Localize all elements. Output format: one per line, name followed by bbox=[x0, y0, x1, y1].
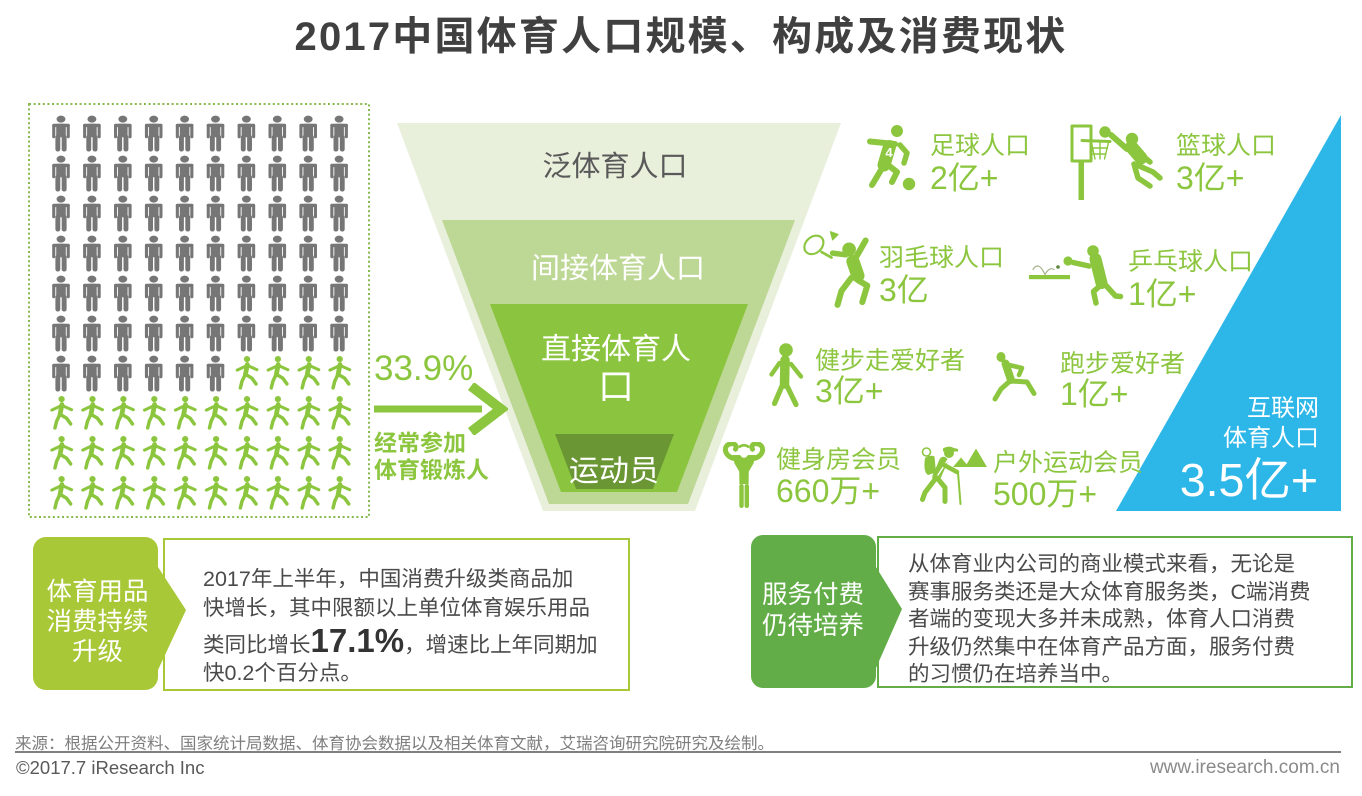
svg-text:4: 4 bbox=[885, 145, 893, 160]
